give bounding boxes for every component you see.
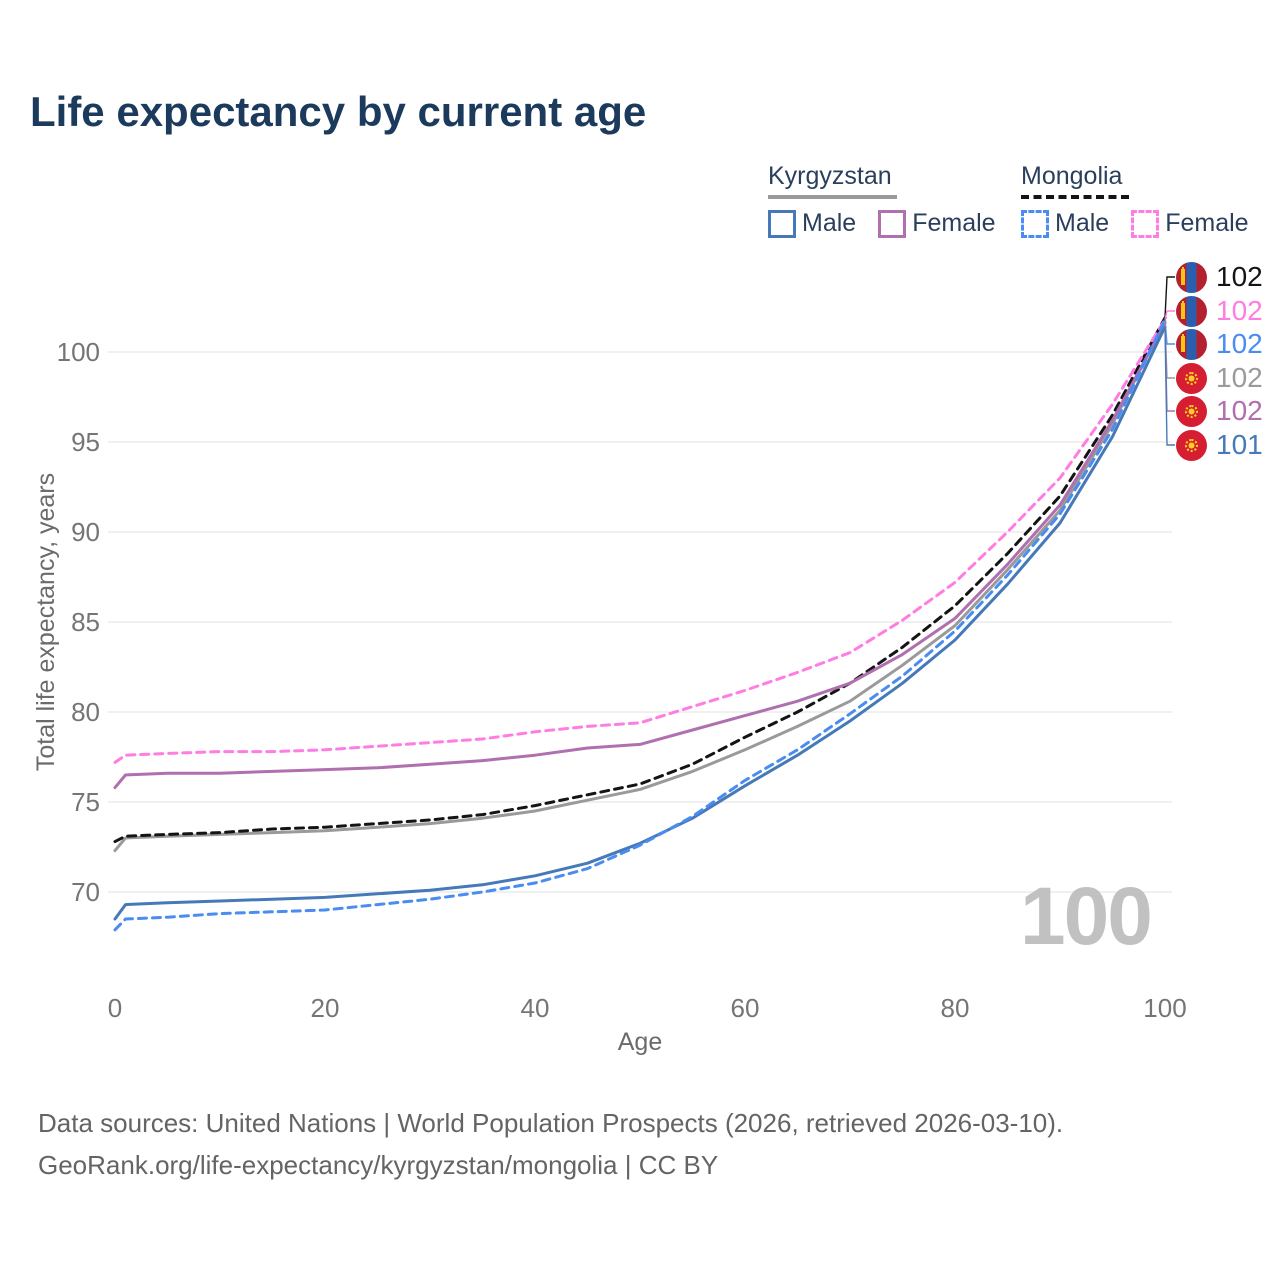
y-tick-80: 80 [71,697,100,727]
line-chart-plot [108,276,1175,932]
kyrgyzstan-flag-icon [1176,429,1207,461]
end-value: 102 [1216,328,1263,359]
legend-country-mongolia[interactable]: Mongolia [1021,162,1123,190]
data-sources-note: Data sources: United Nations | World Pop… [38,1108,1064,1138]
legend-swatch-mongolia-female[interactable] [1131,209,1160,238]
end-value: 102 [1216,261,1263,292]
x-tick-0: 0 [107,993,123,1023]
end-value: 102 [1216,395,1263,426]
y-tick-95: 95 [71,427,100,457]
y-tick-85: 85 [71,607,100,637]
leader-line-mongolia-male [1164,319,1175,345]
x-tick-40: 40 [520,993,550,1023]
attribution-note: GeoRank.org/life-expectancy/kyrgyzstan/m… [38,1150,719,1180]
legend-label-kyrgyzstan-male[interactable]: Male [802,209,857,237]
series-line-mongolia-male[interactable] [113,318,1167,932]
legend-swatch-kyrgyzstan-female[interactable] [878,209,907,238]
end-value: 102 [1216,295,1263,326]
leader-line-mongolia-all [1164,276,1175,318]
page-title: Life expectancy by current age [30,88,647,135]
legend-label-kyrgyzstan-female[interactable]: Female [912,209,996,237]
end-label-kyrgyzstan-all: 102 [1176,361,1263,395]
legend-country-kyrgyzstan[interactable]: Kyrgyzstan [768,162,892,190]
end-label-kyrgyzstan-male: 101 [1176,428,1263,462]
x-tick-60: 60 [730,993,760,1023]
x-tick-80: 80 [940,993,970,1023]
x-tick-20: 20 [310,993,340,1023]
end-label-mongolia-all: 102 [1176,260,1263,294]
legend-group-mongolia: Mongolia Male Female [1021,162,1265,238]
series-line-mongolia-all[interactable] [113,316,1167,844]
end-label-mongolia-female: 102 [1176,294,1263,328]
y-tick-90: 90 [71,517,100,547]
x-tick-100: 100 [1143,993,1187,1023]
end-label-mongolia-male: 102 [1176,327,1263,361]
series-line-kyrgyzstan-male[interactable] [113,325,1167,921]
mongolia-flag-icon [1176,261,1207,293]
legend-label-mongolia-male[interactable]: Male [1055,209,1110,237]
kyrgyzstan-flag-icon [1176,395,1207,427]
end-value: 101 [1216,429,1263,460]
series-line-kyrgyzstan-female[interactable] [113,321,1167,790]
leader-line-mongolia-female [1164,310,1175,320]
end-value: 102 [1216,362,1263,393]
series-line-mongolia-female[interactable] [113,318,1167,764]
y-tick-75: 75 [71,787,100,817]
legend-label-mongolia-female[interactable]: Female [1165,209,1249,237]
legend-group-kyrgyzstan: Kyrgyzstan Male Female [768,162,1012,238]
x-axis-title: Age [617,1028,663,1056]
leader-line-kyrgyzstan-male [1164,326,1175,446]
y-tick-100: 100 [56,337,100,367]
legend-swatch-mongolia-male[interactable] [1021,209,1049,238]
legend-line-sample-mongolia [1021,195,1129,199]
legend-swatch-kyrgyzstan-male[interactable] [768,209,796,238]
age-counter-watermark: 100 [1020,871,1153,962]
mongolia-flag-icon [1176,295,1207,327]
end-label-kyrgyzstan-female: 102 [1176,394,1263,428]
series-line-kyrgyzstan-all[interactable] [113,319,1167,853]
kyrgyzstan-flag-icon [1176,362,1207,394]
mongolia-flag-icon [1176,328,1207,360]
legend-line-sample-kyrgyzstan [768,195,897,199]
y-tick-70: 70 [71,877,100,907]
